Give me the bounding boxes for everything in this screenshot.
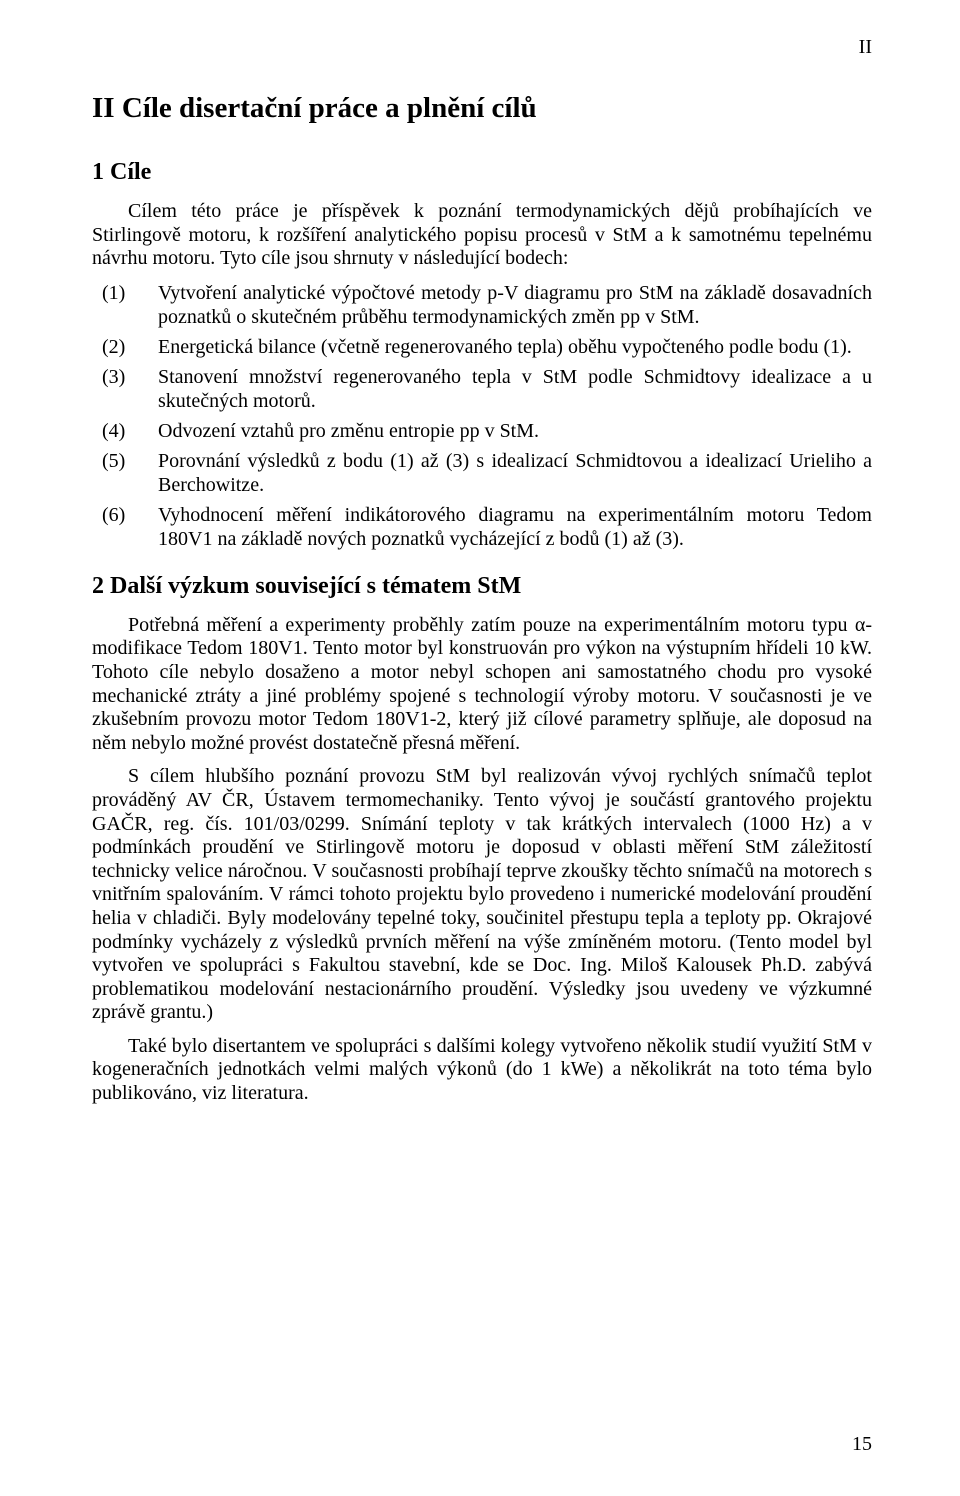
list-marker: (1) [92, 281, 158, 329]
list-text: Stanovení množství regenerovaného tepla … [158, 365, 872, 413]
goals-list: (1) Vytvoření analytické výpočtové metod… [92, 281, 872, 551]
list-marker: (4) [92, 419, 158, 443]
list-marker: (3) [92, 365, 158, 413]
list-item: (2) Energetická bilance (včetně regenero… [92, 335, 872, 359]
list-item: (6) Vyhodnocení měření indikátorového di… [92, 503, 872, 551]
page-number: 15 [852, 1433, 872, 1456]
list-text: Vyhodnocení měření indikátorového diagra… [158, 503, 872, 551]
list-item: (5) Porovnání výsledků z bodu (1) až (3)… [92, 449, 872, 497]
running-head-roman: II [859, 36, 872, 59]
list-marker: (5) [92, 449, 158, 497]
list-item: (1) Vytvoření analytické výpočtové metod… [92, 281, 872, 329]
list-item: (3) Stanovení množství regenerovaného te… [92, 365, 872, 413]
section-2-para-3: Také bylo disertantem ve spolupráci s da… [92, 1035, 872, 1106]
list-item: (4) Odvození vztahů pro změnu entropie p… [92, 419, 872, 443]
section-2-heading: 2 Další výzkum související s tématem StM [92, 573, 872, 600]
section-1-heading: 1 Cíle [92, 159, 872, 186]
list-marker: (6) [92, 503, 158, 551]
page-container: II II Cíle disertační práce a plnění cíl… [0, 0, 960, 1496]
list-marker: (2) [92, 335, 158, 359]
list-text: Energetická bilance (včetně regenerované… [158, 335, 872, 359]
list-text: Vytvoření analytické výpočtové metody p-… [158, 281, 872, 329]
list-text: Porovnání výsledků z bodu (1) až (3) s i… [158, 449, 872, 497]
section-2-para-2: S cílem hlubšího poznání provozu StM byl… [92, 765, 872, 1025]
list-text: Odvození vztahů pro změnu entropie pp v … [158, 419, 872, 443]
section-1-intro: Cílem této práce je příspěvek k poznání … [92, 200, 872, 271]
section-2-para-1: Potřebná měření a experimenty proběhly z… [92, 614, 872, 756]
chapter-title: II Cíle disertační práce a plnění cílů [92, 92, 872, 125]
